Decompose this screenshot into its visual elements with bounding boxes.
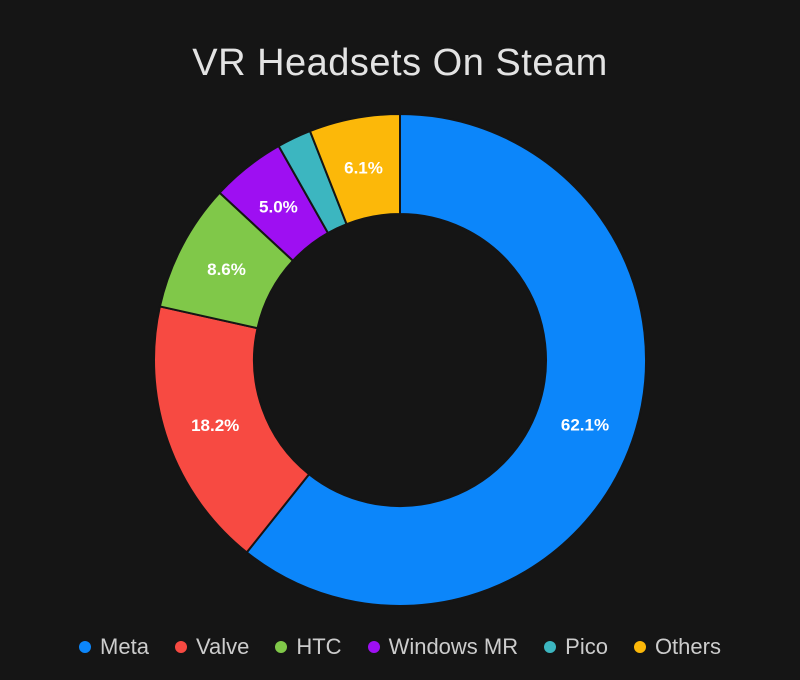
slice-percentage-label: 18.2% [191, 416, 239, 435]
legend-item-label: Meta [100, 634, 149, 659]
legend-item-windows-mr: Windows MR [367, 634, 519, 660]
slice-percentage-label: 62.1% [561, 416, 609, 435]
slice-percentage-label: 5.0% [259, 197, 298, 216]
slice-percentage-label: 6.1% [344, 158, 383, 177]
legend-swatch-icon [544, 641, 557, 653]
legend-swatch-icon [174, 641, 187, 653]
legend-item-valve: Valve [174, 634, 250, 660]
legend-item-label: Valve [195, 634, 250, 659]
legend-item-label: HTC [296, 634, 342, 659]
legend-item-htc: HTC [275, 634, 342, 660]
legend-swatch-icon [367, 641, 380, 653]
legend-item-label: Pico [565, 634, 608, 659]
slice-percentage-label: 8.6% [207, 260, 246, 279]
chart-title: VR Headsets On Steam [192, 42, 608, 84]
legend-swatch-icon [79, 641, 92, 653]
pie-slice-others [308, 112, 401, 226]
pie-slice-valve [153, 305, 311, 554]
pie-slice-meta [245, 112, 647, 607]
legend-swatch-icon [633, 641, 646, 653]
legend-item-meta: Meta [79, 634, 149, 660]
legend-swatch-icon [275, 641, 288, 653]
legend-item-label: Others [654, 634, 721, 659]
legend-item-pico: Pico [544, 634, 608, 660]
legend-item-label: Windows MR [388, 634, 519, 659]
legend-item-others: Others [633, 634, 721, 660]
legend: Meta Valve HTC Windows MR Pico Others [0, 634, 800, 660]
